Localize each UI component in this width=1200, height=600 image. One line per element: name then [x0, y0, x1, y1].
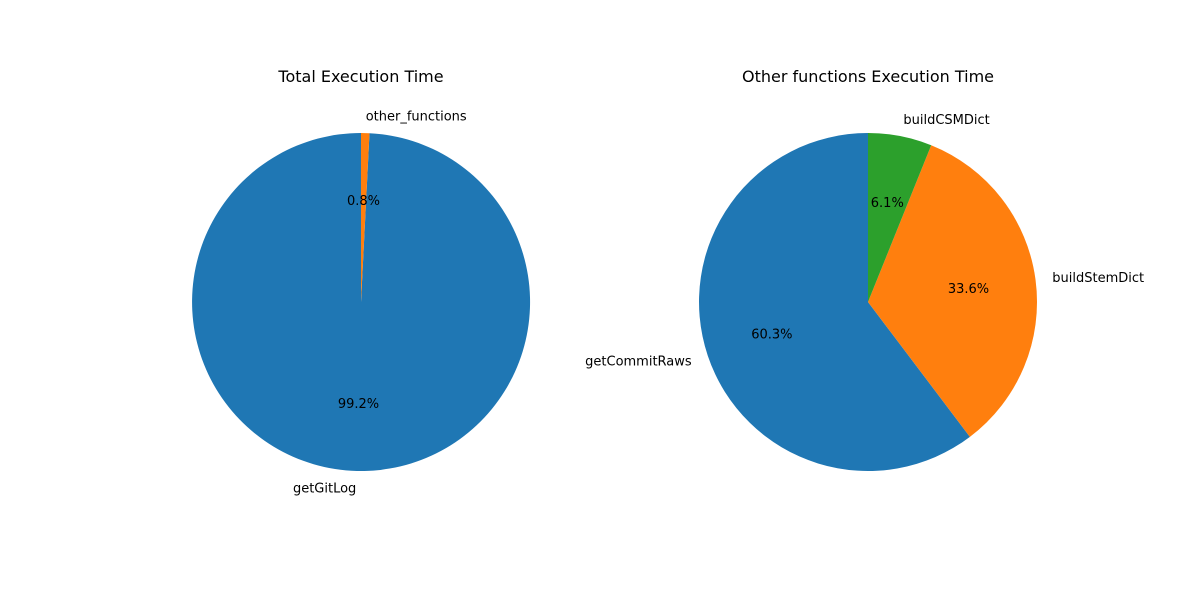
pie-chart-total: Total Execution Time 99.2% getGitLog 0.8% o… — [192, 67, 531, 496]
pie-slice-buildStemDict — [868, 145, 1038, 437]
pie-category-label: getCommitRaws — [585, 355, 692, 370]
pie-percent-label: 0.8% — [347, 194, 380, 209]
pie-percent-label: 99.2% — [338, 397, 379, 412]
pie-slice-buildCSMDict — [868, 133, 932, 302]
pie-chart-other-functions: Other functions Execution Time 60.3% getC… — [585, 67, 1144, 471]
pie-slice-getGitLog — [192, 133, 531, 471]
pie-percent-label: 33.6% — [948, 282, 989, 297]
pie-title-total: Total Execution Time — [277, 67, 443, 86]
pie-category-label: buildStemDict — [1052, 271, 1144, 286]
pie-slice-getCommitRaws — [699, 133, 970, 471]
pie-category-label: buildCSMDict — [903, 113, 989, 128]
pie-title-other-functions: Other functions Execution Time — [742, 67, 994, 86]
pie-slice-other_functions — [361, 132, 370, 302]
pie-category-label: other_functions — [366, 110, 467, 125]
pie-category-label: getGitLog — [293, 481, 356, 496]
pie-percent-label: 60.3% — [751, 328, 792, 343]
pie-percent-label: 6.1% — [871, 196, 904, 211]
